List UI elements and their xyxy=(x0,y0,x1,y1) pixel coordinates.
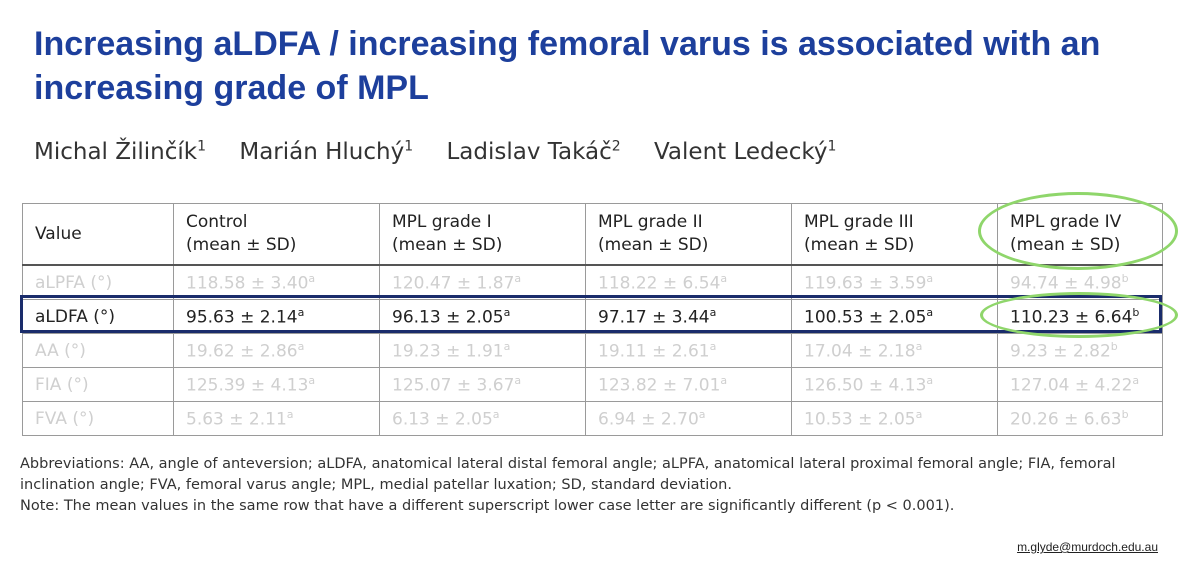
row-label: FVA (°) xyxy=(23,402,174,436)
table-row: AA (°) 19.62 ± 2.86a 19.23 ± 1.91a 19.11 ± … xyxy=(23,334,1163,368)
table-cell: 120.47 ± 1.87a xyxy=(380,265,586,300)
table-cell: 19.11 ± 2.61a xyxy=(586,334,792,368)
results-table: Value Control (mean ± SD) MPL grade I (mea… xyxy=(22,203,1163,436)
author: Michal Žilinčík1 xyxy=(34,139,206,165)
table-footnotes: Abbreviations: AA, angle of anteversion;… xyxy=(20,454,1160,517)
table-row: FIA (°) 125.39 ± 4.13a 125.07 ± 3.67a 123.8… xyxy=(23,368,1163,402)
table-cell: 5.63 ± 2.11a xyxy=(174,402,380,436)
author: Valent Ledecký1 xyxy=(654,139,836,165)
table-row: aLPFA (°) 118.58 ± 3.40a 120.47 ± 1.87a 118… xyxy=(23,265,1163,300)
row-label: FIA (°) xyxy=(23,368,174,402)
table-cell: 100.53 ± 2.05a xyxy=(792,300,998,334)
table-row: aLDFA (°) 95.63 ± 2.14a 96.13 ± 2.05a 97.17… xyxy=(23,300,1163,334)
table-cell: 123.82 ± 7.01a xyxy=(586,368,792,402)
slide-title: Increasing aLDFA / increasing femoral va… xyxy=(34,22,1144,110)
column-header: MPL grade I (mean ± SD) xyxy=(380,204,586,266)
table-cell: 126.50 ± 4.13a xyxy=(792,368,998,402)
table-cell: 17.04 ± 2.18a xyxy=(792,334,998,368)
table-cell: 125.39 ± 4.13a xyxy=(174,368,380,402)
abbreviations-note: Abbreviations: AA, angle of anteversion;… xyxy=(20,454,1160,496)
row-label: aLPFA (°) xyxy=(23,265,174,300)
table-cell: 96.13 ± 2.05a xyxy=(380,300,586,334)
row-label: aLDFA (°) xyxy=(23,300,174,334)
table-row: FVA (°) 5.63 ± 2.11a 6.13 ± 2.05a 6.94 ± 2.… xyxy=(23,402,1163,436)
column-header: Control (mean ± SD) xyxy=(174,204,380,266)
table-cell: 20.26 ± 6.63b xyxy=(998,402,1163,436)
table-cell: 110.23 ± 6.64b xyxy=(998,300,1163,334)
column-header: MPL grade III (mean ± SD) xyxy=(792,204,998,266)
table-cell: 127.04 ± 4.22a xyxy=(998,368,1163,402)
table-cell: 6.13 ± 2.05a xyxy=(380,402,586,436)
row-label: AA (°) xyxy=(23,334,174,368)
column-header: Value xyxy=(23,204,174,266)
column-header: MPL grade II (mean ± SD) xyxy=(586,204,792,266)
table-cell: 119.63 ± 3.59a xyxy=(792,265,998,300)
table-cell: 10.53 ± 2.05a xyxy=(792,402,998,436)
author: Marián Hluchý1 xyxy=(239,139,413,165)
author-list: Michal Žilinčík1 Marián Hluchý1 Ladislav… xyxy=(34,138,862,165)
table-header-row: Value Control (mean ± SD) MPL grade I (mea… xyxy=(23,204,1163,266)
table-cell: 9.23 ± 2.82b xyxy=(998,334,1163,368)
table-body: aLPFA (°) 118.58 ± 3.40a 120.47 ± 1.87a 118… xyxy=(23,265,1163,436)
author: Ladislav Takáč2 xyxy=(446,139,620,165)
table-cell: 19.23 ± 1.91a xyxy=(380,334,586,368)
table-cell: 97.17 ± 3.44a xyxy=(586,300,792,334)
column-header: MPL grade IV (mean ± SD) xyxy=(998,204,1163,266)
table-cell: 125.07 ± 3.67a xyxy=(380,368,586,402)
contact-email[interactable]: m.glyde@murdoch.edu.au xyxy=(1017,540,1158,554)
table-cell: 95.63 ± 2.14a xyxy=(174,300,380,334)
results-table-container: Value Control (mean ± SD) MPL grade I (mea… xyxy=(22,203,1162,436)
table-cell: 118.58 ± 3.40a xyxy=(174,265,380,300)
table-cell: 19.62 ± 2.86a xyxy=(174,334,380,368)
table-cell: 94.74 ± 4.98b xyxy=(998,265,1163,300)
table-cell: 118.22 ± 6.54a xyxy=(586,265,792,300)
table-cell: 6.94 ± 2.70a xyxy=(586,402,792,436)
significance-note: Note: The mean values in the same row th… xyxy=(20,496,1160,517)
